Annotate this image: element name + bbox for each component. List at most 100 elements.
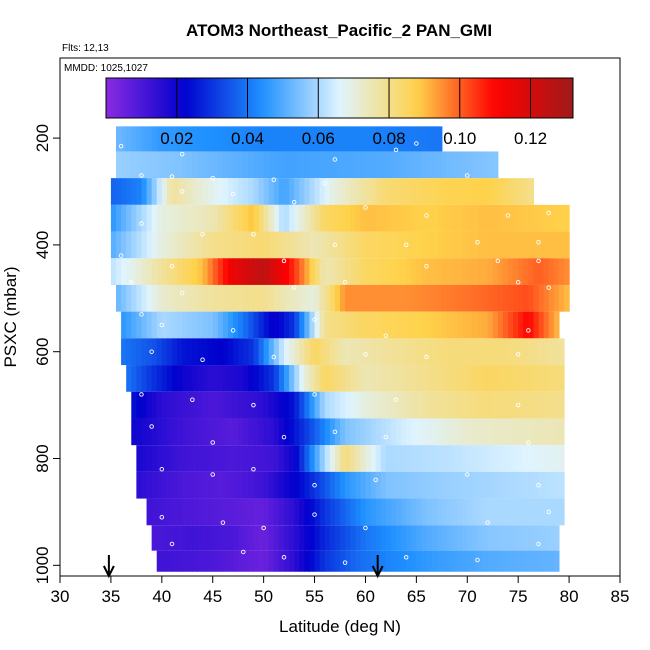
heatmap-cell	[385, 525, 392, 551]
heatmap-cell	[553, 391, 560, 419]
heatmap-cell	[278, 151, 285, 179]
heatmap-cell	[212, 445, 219, 472]
heatmap-cell	[416, 178, 423, 205]
heatmap-cell	[497, 391, 504, 419]
heatmap-cell	[319, 178, 326, 205]
heatmap-cell	[151, 525, 158, 551]
heatmap-cell	[553, 525, 560, 551]
x-tick-label: 80	[560, 587, 579, 606]
heatmap-cell	[452, 471, 458, 499]
heatmap-cell	[304, 204, 311, 232]
heatmap-cell	[263, 471, 270, 499]
heatmap-cell	[141, 311, 148, 339]
heatmap-cell	[340, 498, 346, 526]
heatmap-cell	[126, 151, 132, 179]
heatmap-cell	[172, 151, 178, 179]
heatmap-cell	[258, 311, 265, 339]
heatmap-band-850	[136, 471, 565, 499]
heatmap-cell	[182, 550, 188, 572]
heatmap-cell	[131, 178, 137, 205]
heatmap-cell	[319, 498, 326, 526]
heatmap-cell	[202, 365, 209, 392]
sample-point	[129, 280, 134, 285]
heatmap-cell	[345, 338, 351, 366]
heatmap-cell	[146, 231, 153, 259]
sample-point	[251, 402, 256, 408]
heatmap-cell	[182, 204, 188, 232]
heatmap-cell	[548, 365, 555, 392]
heatmap-cell	[360, 126, 367, 152]
heatmap-cell	[268, 550, 275, 572]
heatmap-cell	[370, 418, 377, 446]
heatmap-cell	[166, 284, 173, 312]
heatmap-cell	[146, 204, 153, 232]
heatmap-cell	[161, 365, 168, 392]
heatmap-cell	[289, 231, 295, 259]
heatmap-cell	[156, 471, 163, 499]
heatmap-cell	[523, 178, 529, 205]
heatmap-cell	[396, 151, 402, 179]
sample-point	[118, 143, 124, 149]
heatmap-cell	[518, 231, 524, 259]
heatmap-cell	[258, 284, 265, 312]
heatmap-cell	[467, 550, 473, 572]
heatmap-cell	[309, 284, 316, 312]
heatmap-cell	[243, 550, 249, 572]
heatmap-cell	[268, 284, 275, 312]
heatmap-cell	[406, 471, 412, 499]
heatmap-cell	[141, 258, 148, 285]
heatmap-cell	[553, 284, 560, 312]
heatmap-cell	[131, 311, 137, 339]
heatmap-cell	[508, 284, 514, 312]
heatmap-cell	[513, 365, 519, 392]
heatmap-cell	[518, 311, 524, 339]
heatmap-cell	[268, 365, 275, 392]
heatmap-cell	[365, 231, 372, 259]
heatmap-cell	[324, 525, 331, 551]
heatmap-cell	[523, 525, 529, 551]
heatmap-cell	[192, 365, 199, 392]
heatmap-cell	[222, 284, 229, 312]
heatmap-cell	[513, 550, 519, 572]
heatmap-cell	[518, 418, 524, 446]
heatmap-cell	[329, 365, 336, 392]
heatmap-cell	[370, 284, 377, 312]
heatmap-cell	[278, 471, 285, 499]
heatmap-cell	[319, 284, 326, 312]
heatmap-cell	[299, 550, 305, 572]
heatmap-cell	[319, 525, 326, 551]
heatmap-cell	[238, 365, 244, 392]
heatmap-cell	[513, 311, 519, 339]
heatmap-cell	[177, 311, 183, 339]
heatmap-cell	[319, 151, 326, 179]
heatmap-cell	[146, 365, 153, 392]
heatmap-cell	[314, 311, 321, 339]
heatmap-cell	[202, 445, 209, 472]
heatmap-cell	[360, 231, 367, 259]
heatmap-cell	[233, 418, 239, 446]
heatmap-cell	[238, 311, 244, 339]
heatmap-cell	[492, 525, 499, 551]
heatmap-cell	[426, 311, 433, 339]
heatmap-cell	[202, 151, 209, 179]
heatmap-cell	[406, 418, 412, 446]
heatmap-cell	[513, 231, 519, 259]
heatmap-cell	[334, 498, 341, 526]
heatmap-cell	[350, 471, 356, 499]
heatmap-cell	[345, 418, 351, 446]
sample-point	[169, 174, 175, 179]
heatmap-cell	[406, 365, 412, 392]
heatmap-cell	[268, 258, 275, 285]
heatmap-cell	[248, 498, 255, 526]
heatmap-cell	[182, 471, 188, 499]
heatmap-cell	[187, 525, 193, 551]
heatmap-cell	[487, 311, 494, 339]
heatmap-cell	[533, 231, 540, 259]
arrow-head	[102, 565, 115, 579]
heatmap-cell	[192, 525, 199, 551]
heatmap-cell	[228, 418, 234, 446]
heatmap-cell	[431, 126, 438, 152]
heatmap-cell	[472, 471, 479, 499]
heatmap-cell	[497, 258, 504, 285]
